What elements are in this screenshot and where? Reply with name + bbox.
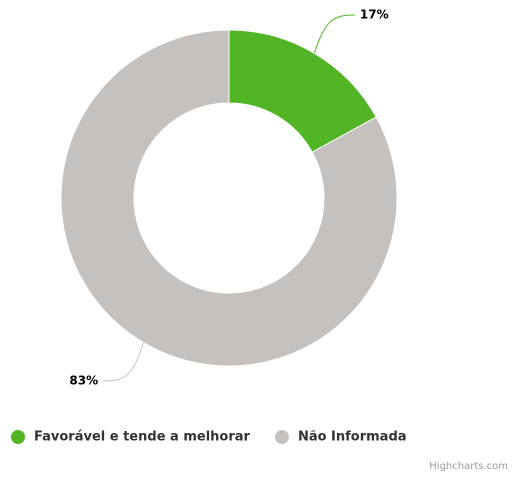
legend-label: Não Informada [298,430,407,445]
data-label: 83% [69,374,98,388]
connector [314,14,355,54]
data-label: 17% [360,7,389,21]
connector [103,342,144,382]
credits: Highcharts.com [429,461,508,472]
legend-label: Favorável e tende a melhorar [34,430,251,445]
legend-marker [274,430,289,444]
legend-marker [11,430,25,444]
slice [60,29,398,367]
